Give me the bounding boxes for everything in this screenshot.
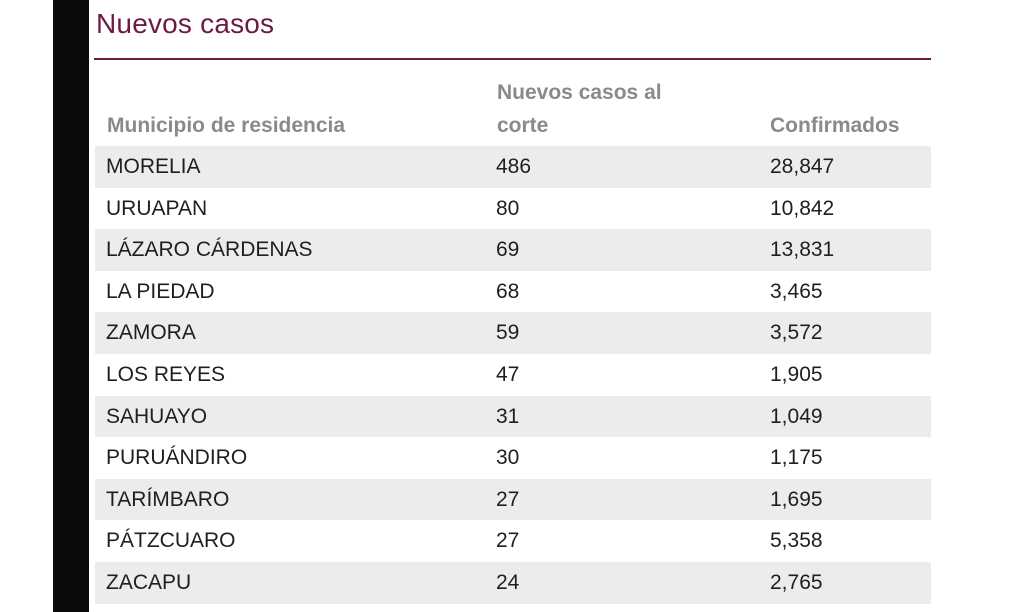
table-row: LA PIEDAD 68 3,465 <box>95 271 931 313</box>
cell-municipio: SAHUAYO <box>106 404 208 428</box>
cell-confirmados: 3,572 <box>770 321 823 345</box>
cell-nuevos-casos: 30 <box>496 446 520 470</box>
table-row: ZACAPU 24 2,765 <box>95 561 931 604</box>
cell-municipio: PÁTZCUARO <box>106 529 236 553</box>
cell-municipio: MORELIA <box>106 155 201 178</box>
cell-confirmados: 10,842 <box>770 196 835 220</box>
table-row: ZAMORA 59 3,572 <box>95 312 931 354</box>
table-row: LOS REYES 47 1,905 <box>95 354 931 396</box>
cell-nuevos-casos: 68 <box>496 279 520 303</box>
left-black-bar <box>53 0 89 612</box>
table-header: Municipio de residencia Nuevos casos al … <box>95 62 931 146</box>
table-row: LÁZARO CÁRDENAS 69 13,831 <box>95 229 931 271</box>
cell-nuevos-casos: 24 <box>496 570 520 594</box>
table-row: MORELIA 486 28,847 <box>95 146 931 188</box>
cell-nuevos-casos: 27 <box>496 529 520 553</box>
table-row: URUAPAN 80 10,842 <box>95 188 931 230</box>
cell-nuevos-casos: 80 <box>496 196 520 220</box>
cell-municipio: URUAPAN <box>106 196 208 220</box>
cell-nuevos-casos: 69 <box>496 238 520 262</box>
page-title: Nuevos casos <box>96 8 275 39</box>
table-row: TARÍMBARO 27 1,695 <box>95 478 931 521</box>
cell-confirmados: 1,049 <box>770 404 823 428</box>
title-divider <box>94 58 931 60</box>
cell-municipio: ZACAPU <box>106 570 192 594</box>
cases-table: Municipio de residencia Nuevos casos al … <box>95 62 931 604</box>
cell-confirmados: 1,695 <box>770 487 823 511</box>
cell-confirmados: 1,175 <box>770 446 823 470</box>
header-confirmados: Confirmados <box>770 114 900 137</box>
cell-municipio: LÁZARO CÁRDENAS <box>106 238 313 262</box>
cell-nuevos-casos: 59 <box>496 321 520 345</box>
cell-nuevos-casos: 31 <box>496 404 520 428</box>
table-body: MORELIA 486 28,847 URUAPAN 80 10,842 LÁZARO CÁ… <box>95 146 931 604</box>
cell-municipio: TARÍMBARO <box>106 487 230 511</box>
cell-nuevos-casos: 486 <box>496 155 532 178</box>
cell-confirmados: 28,847 <box>770 155 835 178</box>
table-row: PURUÁNDIRO 30 1,175 <box>95 437 931 479</box>
cell-confirmados: 2,765 <box>770 570 823 594</box>
header-municipio: Municipio de residencia <box>107 114 346 137</box>
cell-municipio: LA PIEDAD <box>106 279 215 303</box>
cell-municipio: PURUÁNDIRO <box>106 446 248 470</box>
cell-confirmados: 5,358 <box>770 529 823 553</box>
cell-municipio: ZAMORA <box>106 321 196 345</box>
cell-municipio: LOS REYES <box>106 362 226 386</box>
cell-confirmados: 1,905 <box>770 362 823 386</box>
header-nuevos-casos: Nuevos casos al corte <box>497 81 662 137</box>
table-row: SAHUAYO 31 1,049 <box>95 395 931 438</box>
cell-confirmados: 3,465 <box>770 279 823 303</box>
table-row: PÁTZCUARO 27 5,358 <box>95 520 931 562</box>
cell-nuevos-casos: 47 <box>496 362 520 386</box>
cell-nuevos-casos: 27 <box>496 487 520 511</box>
cell-confirmados: 13,831 <box>770 238 835 262</box>
